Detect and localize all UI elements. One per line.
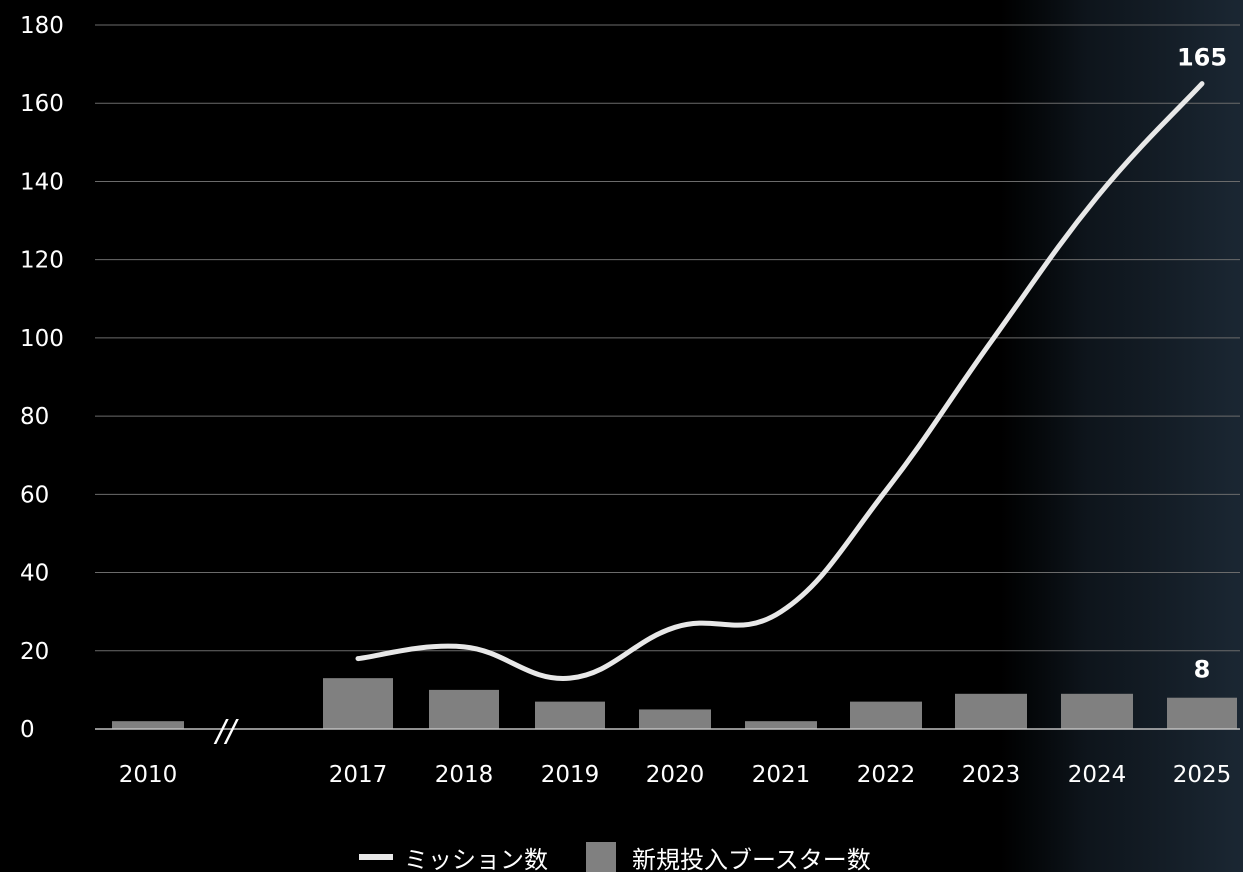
bar-2021 bbox=[745, 721, 817, 729]
x-tick-label: 2017 bbox=[329, 762, 388, 788]
y-tick-label: 40 bbox=[20, 561, 49, 587]
x-tick-label: 2019 bbox=[541, 762, 600, 788]
y-tick-label: 160 bbox=[20, 91, 64, 117]
x-axis: // 2010 2017 2018 2019 2020 2021 2022 2023 2024 20… bbox=[95, 714, 1240, 788]
y-tick-label: 120 bbox=[20, 248, 64, 274]
x-tick-label: 2020 bbox=[646, 762, 705, 788]
y-axis-ticks: 0 20 40 60 80 100 120 140 160 180 bbox=[20, 13, 64, 743]
x-tick-label: 2021 bbox=[752, 762, 811, 788]
legend: ミッション数 新規投入ブースター数 bbox=[359, 842, 871, 872]
data-label-boosters: 8 bbox=[1194, 656, 1211, 684]
y-tick-label: 60 bbox=[20, 482, 49, 508]
bar-2023 bbox=[955, 693, 1027, 729]
y-tick-label: 20 bbox=[20, 639, 49, 665]
y-tick-label: 100 bbox=[20, 326, 64, 352]
bar-2022 bbox=[850, 701, 922, 729]
bar-2018 bbox=[429, 689, 499, 729]
x-tick-label: 2024 bbox=[1068, 762, 1127, 788]
y-tick-label: 180 bbox=[20, 13, 64, 39]
y-tick-label: 140 bbox=[20, 169, 64, 195]
bar-series bbox=[112, 678, 1237, 729]
bar-2017 bbox=[323, 678, 393, 729]
data-label-missions: 165 bbox=[1177, 44, 1227, 72]
bar-2024 bbox=[1061, 693, 1133, 729]
bar-2019 bbox=[535, 701, 605, 729]
line-series bbox=[355, 81, 1205, 681]
x-tick-label: 2018 bbox=[435, 762, 494, 788]
legend-swatch-line bbox=[359, 854, 393, 860]
y-tick-label: 0 bbox=[20, 717, 35, 743]
x-tick-label: 2023 bbox=[962, 762, 1021, 788]
bar-2020 bbox=[639, 709, 711, 729]
background-gradient bbox=[1000, 0, 1243, 872]
bar-2010 bbox=[112, 721, 184, 729]
x-tick-label: 2010 bbox=[119, 762, 178, 788]
x-tick-label: 2025 bbox=[1173, 762, 1232, 788]
legend-swatch-bar bbox=[586, 842, 616, 872]
y-tick-label: 80 bbox=[20, 404, 49, 430]
legend-label-missions: ミッション数 bbox=[404, 846, 548, 872]
grid-lines bbox=[95, 24, 1240, 652]
legend-label-boosters: 新規投入ブースター数 bbox=[632, 846, 871, 872]
x-tick-label: 2022 bbox=[857, 762, 916, 788]
line-mission-count bbox=[355, 81, 1205, 681]
bar-2025 bbox=[1167, 697, 1237, 729]
axis-break-mark: // bbox=[213, 714, 239, 749]
